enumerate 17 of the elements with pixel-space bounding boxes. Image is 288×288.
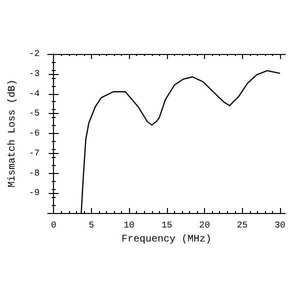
y-tick-label: -3 [28,68,40,79]
y-tick-label: -8 [28,168,40,178]
x-tick-label: 20 [199,220,210,230]
y-tick-label: -6 [28,128,40,138]
y-tick-label: -9 [28,188,40,198]
x-tick-label: 10 [124,220,135,230]
x-tick-label: 0 [51,220,56,230]
x-tick-label: 25 [236,220,248,230]
y-tick-label: -4 [28,88,40,99]
x-tick-label: 5 [88,220,94,230]
y-tick-label: -2 [28,49,40,59]
x-axis-title: Frequency (MHz) [121,233,212,246]
x-tick-label: 30 [274,220,286,230]
y-tick-label: -5 [28,108,40,119]
y-axis-title: Mismatch Loss (dB) [6,79,18,188]
y-tick-label: -7 [28,148,40,158]
x-tick-label: 15 [161,220,172,230]
